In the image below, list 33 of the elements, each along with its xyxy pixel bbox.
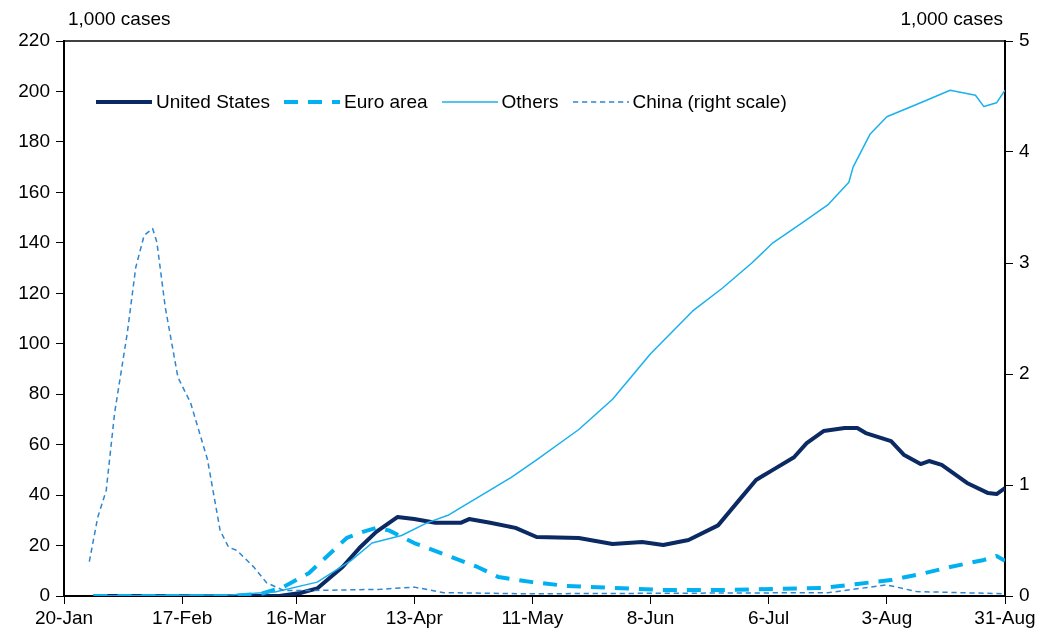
y2-tick-label: 4 <box>1019 140 1030 162</box>
y-tick-label: 100 <box>18 331 50 353</box>
x-tick-label: 31-Aug <box>974 606 1036 628</box>
x-tick-label: 3-Aug <box>861 606 913 628</box>
y-tick-label: 180 <box>18 130 50 152</box>
y-tick-label: 80 <box>28 382 50 404</box>
y-tick-label: 120 <box>18 281 50 303</box>
y-tick-label: 220 <box>18 29 50 51</box>
x-tick-label: 8-Jun <box>626 606 675 628</box>
y2-tick-label: 0 <box>1019 584 1030 606</box>
y2-tick-label: 3 <box>1019 251 1030 273</box>
x-tick-label: 20-Jan <box>34 606 94 628</box>
legend-label: Others <box>501 91 559 113</box>
x-tick-label: 16-Mar <box>265 606 327 628</box>
y-tick-label: 20 <box>28 533 50 555</box>
legend-label: China (right scale) <box>632 91 787 113</box>
y-tick-label: 0 <box>39 584 50 606</box>
y-tick-label: 60 <box>28 432 50 454</box>
x-tick-label: 11-May <box>501 606 564 628</box>
legend-label: United States <box>156 91 271 113</box>
y2-tick-label: 5 <box>1019 29 1030 51</box>
y-axis-title: 1,000 cases <box>68 8 171 30</box>
y-tick-label: 140 <box>18 231 50 253</box>
x-tick-label: 13-Apr <box>385 606 444 628</box>
y2-tick-label: 2 <box>1019 362 1030 384</box>
y-tick-label: 40 <box>28 483 50 505</box>
y-tick-label: 200 <box>18 79 50 101</box>
y-tick-label: 160 <box>18 180 50 202</box>
y2-tick-label: 1 <box>1019 473 1030 495</box>
x-tick-label: 6-Jul <box>748 606 790 628</box>
x-tick-label: 17-Feb <box>152 606 213 628</box>
legend-label: Euro area <box>344 91 428 113</box>
y2-axis-title: 1,000 cases <box>900 8 1003 30</box>
